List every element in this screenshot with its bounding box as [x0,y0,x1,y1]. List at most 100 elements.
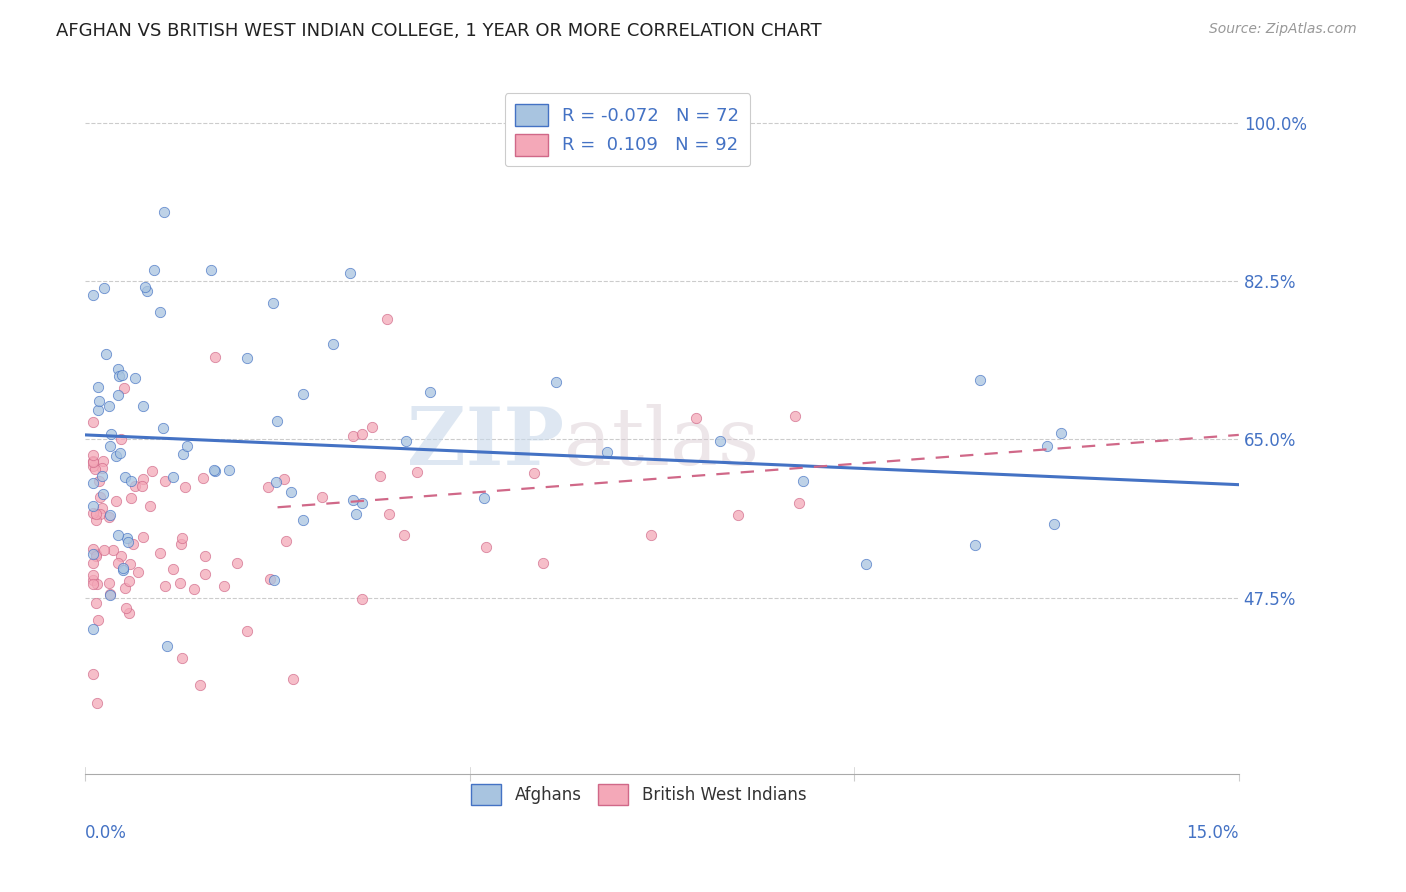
Point [855,557,877,571]
Text: AFGHAN VS BRITISH WEST INDIAN COLLEGE, 1 YEAR OR MORE CORRELATION CHART: AFGHAN VS BRITISH WEST INDIAN COLLEGE, 1… [56,22,823,40]
Point [82,455,104,469]
Point [115,531,138,545]
Text: 0.0%: 0.0% [86,824,127,842]
Point [118,557,141,571]
Point [127,565,149,579]
Point [89,508,111,522]
Point [292,513,315,527]
Point [131,479,153,493]
Point [202,463,225,477]
Point [212,579,235,593]
Point [170,537,193,551]
Point [322,337,344,351]
Point [169,576,191,591]
Point [172,447,194,461]
Point [115,601,138,615]
Point [280,485,302,500]
Point [153,205,176,219]
Point [162,470,184,484]
Point [395,434,418,448]
Point [84,596,107,610]
Point [162,562,184,576]
Point [350,426,373,441]
Point [256,480,278,494]
Point [1043,517,1066,532]
Point [82,287,104,301]
Point [93,281,115,295]
Point [1036,439,1059,453]
Point [200,263,222,277]
Point [97,510,120,524]
Point [789,496,811,510]
Point [86,696,108,710]
Point [1049,426,1071,441]
Point [153,579,176,593]
Point [97,576,120,591]
Point [114,581,136,595]
Point [377,311,399,326]
Point [311,490,333,504]
Point [100,426,122,441]
Point [101,543,124,558]
Point [263,573,285,587]
Point [135,284,157,298]
Point [188,678,211,692]
Point [98,588,121,602]
Point [82,574,104,588]
Point [378,507,401,521]
Point [91,501,114,516]
Point [120,475,142,489]
Point [134,280,156,294]
Point [965,538,987,552]
Text: atlas: atlas [564,404,759,483]
Point [100,439,122,453]
Point [82,542,104,557]
Point [110,549,132,564]
Point [141,464,163,478]
Point [82,458,104,473]
Point [544,375,567,389]
Point [475,540,498,554]
Point [785,409,807,424]
Point [419,384,441,399]
Point [709,434,731,448]
Point [111,563,134,577]
Point [84,507,107,521]
Point [264,475,287,489]
Point [107,528,129,542]
Point [82,506,104,520]
Point [172,531,194,545]
Point [107,387,129,401]
Point [472,491,495,505]
Legend: Afghans, British West Indians: Afghans, British West Indians [465,778,813,811]
Point [523,467,546,481]
Point [727,508,749,522]
Point [360,420,382,434]
Point [262,296,284,310]
Point [191,471,214,485]
Point [110,446,132,460]
Point [84,547,107,561]
Point [107,361,129,376]
Point [84,549,107,564]
Point [108,368,131,383]
Point [112,381,135,395]
Point [82,567,104,582]
Point [156,639,179,653]
Point [969,374,991,388]
Point [204,351,226,365]
Point [235,351,257,365]
Point [100,586,122,600]
Point [120,491,142,505]
Point [370,468,392,483]
Point [84,513,107,527]
Point [266,414,288,428]
Point [183,582,205,596]
Point [82,416,104,430]
Point [124,479,146,493]
Point [138,500,160,514]
Point [274,534,297,549]
Point [149,305,172,319]
Point [143,263,166,277]
Point [259,572,281,586]
